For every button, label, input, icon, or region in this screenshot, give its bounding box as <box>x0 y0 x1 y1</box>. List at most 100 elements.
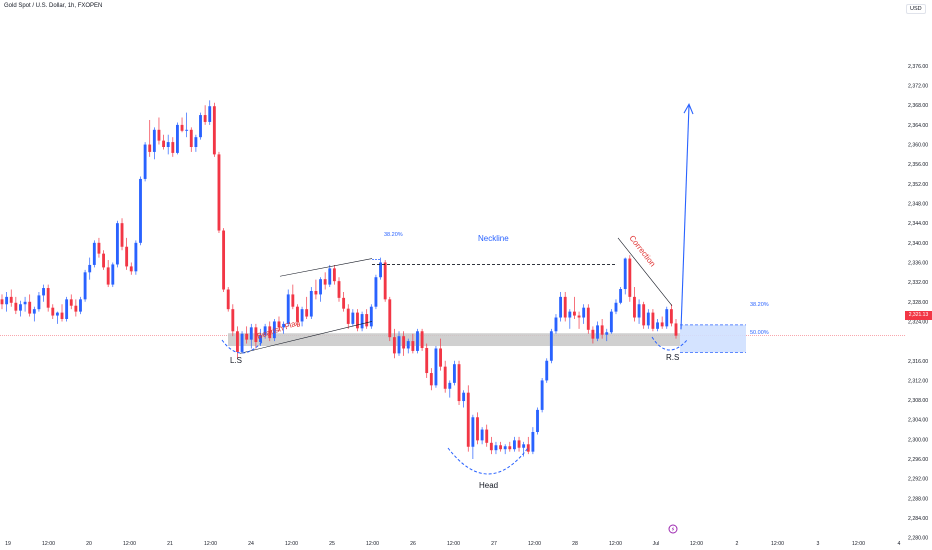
candle-body <box>614 302 618 312</box>
candle-body <box>485 429 489 443</box>
candle <box>374 274 378 310</box>
candle-body <box>383 262 387 300</box>
flag-lower-line <box>239 321 373 354</box>
x-tick-label: 21 <box>167 541 173 547</box>
x-tick-label: 12:00 <box>123 541 136 547</box>
candle <box>425 343 429 378</box>
candle-body <box>503 446 507 450</box>
candle-body <box>637 304 641 318</box>
candle <box>83 269 87 302</box>
candle-body <box>291 294 295 307</box>
right-shoulder-arc <box>651 336 689 351</box>
candle-body <box>494 445 498 451</box>
candle <box>600 318 604 339</box>
candle-body <box>573 311 576 316</box>
candle <box>208 100 212 125</box>
candle <box>476 412 479 445</box>
neckline-label: Neckline <box>478 234 509 243</box>
candle-body <box>443 366 447 389</box>
currency-label[interactable]: USD <box>906 4 926 14</box>
candle-body <box>282 323 286 328</box>
candle <box>531 427 535 455</box>
x-tick-label: 12:00 <box>42 541 55 547</box>
candle-body <box>480 429 484 441</box>
candle <box>139 176 142 246</box>
candle-body <box>559 296 563 318</box>
candle <box>319 277 322 302</box>
y-tick-label: 2,364.00 <box>908 123 928 129</box>
candle-body <box>600 325 604 335</box>
candle-body <box>259 335 262 343</box>
candle-body <box>351 312 355 324</box>
candle-body <box>60 312 64 319</box>
candle <box>628 255 632 302</box>
candle-body <box>125 246 129 267</box>
candle <box>536 407 539 435</box>
candle <box>623 257 627 295</box>
candle <box>480 427 484 445</box>
candle <box>28 294 32 317</box>
candle <box>406 338 410 354</box>
candle-body <box>586 307 590 330</box>
candle-body <box>646 312 650 326</box>
candle-body <box>9 296 13 303</box>
candle <box>517 436 521 452</box>
events-icon[interactable] <box>668 524 678 534</box>
candle <box>175 122 179 155</box>
candle <box>286 289 290 327</box>
candle <box>148 119 152 157</box>
candle-body <box>143 144 147 179</box>
candle-body <box>217 154 221 231</box>
candle <box>337 277 341 302</box>
candle <box>115 220 119 268</box>
candle <box>660 316 664 329</box>
x-tick-label: 26 <box>410 541 416 547</box>
candle-body <box>388 299 392 338</box>
candle-body <box>286 294 290 324</box>
candle <box>0 294 4 310</box>
candle-body <box>425 347 429 374</box>
candle-body <box>106 267 110 285</box>
candle-body <box>97 242 101 254</box>
candle <box>457 360 461 405</box>
candle-body <box>296 306 299 322</box>
candle <box>383 260 387 302</box>
candle <box>74 299 78 317</box>
candle-body <box>549 331 553 361</box>
x-tick-label: 12:00 <box>609 541 622 547</box>
candle <box>545 358 549 383</box>
candle <box>642 301 646 329</box>
candle-body <box>37 295 41 310</box>
candle <box>540 377 544 413</box>
candle-body <box>489 442 493 451</box>
candle-body <box>522 444 526 448</box>
candle <box>14 296 18 315</box>
y-tick-label: 2,344.00 <box>908 221 928 227</box>
candle-body <box>609 311 613 333</box>
candle <box>55 311 59 324</box>
candle <box>60 304 64 322</box>
candle <box>305 296 309 319</box>
candle-body <box>633 296 636 318</box>
candle-body <box>194 137 198 148</box>
candle <box>332 264 336 285</box>
candle-body <box>92 242 96 265</box>
y-tick-label: 2,328.00 <box>908 300 928 306</box>
candle <box>512 436 516 452</box>
candle <box>240 331 244 354</box>
candle-body <box>175 124 179 153</box>
candle <box>619 287 623 305</box>
candle <box>402 331 406 356</box>
candle <box>328 264 332 288</box>
y-tick-label: 2,284.00 <box>908 516 928 522</box>
candle <box>637 299 641 324</box>
candle <box>199 112 202 140</box>
candle-body <box>157 129 161 141</box>
candle <box>314 279 318 300</box>
candle-body <box>563 296 567 318</box>
candle-body <box>19 304 22 311</box>
candle-body <box>531 432 535 452</box>
candle-body <box>582 307 586 318</box>
candle-body <box>517 440 521 448</box>
